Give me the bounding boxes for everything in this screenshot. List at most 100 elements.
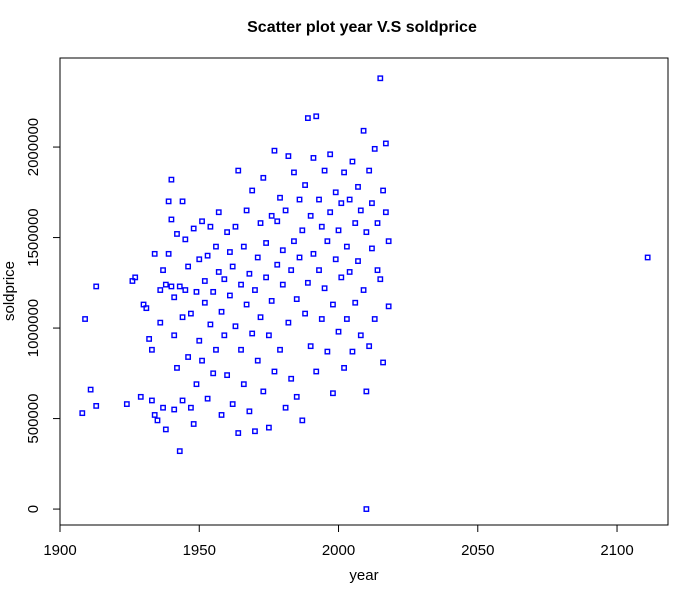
point [374, 267, 381, 274]
point [176, 283, 183, 290]
point [221, 332, 228, 339]
point [263, 240, 270, 246]
point [168, 176, 175, 183]
point [307, 343, 314, 350]
point [341, 169, 347, 176]
point [87, 386, 94, 393]
point [307, 212, 314, 219]
x-tick-label: 2100 [600, 542, 633, 559]
point [201, 299, 208, 306]
point [330, 301, 336, 308]
point [252, 287, 258, 293]
point [271, 147, 278, 154]
point [380, 187, 386, 194]
point [146, 336, 153, 342]
point [355, 258, 361, 264]
point [157, 287, 164, 293]
point [366, 167, 373, 174]
point [382, 140, 389, 147]
point [349, 348, 356, 355]
point [374, 220, 381, 226]
point [324, 348, 331, 355]
x-axis-label: year [349, 567, 378, 584]
point [210, 370, 217, 377]
point [174, 364, 180, 371]
point [207, 223, 214, 230]
point [188, 310, 194, 317]
point [313, 368, 320, 375]
point [193, 288, 200, 295]
x-tick-label: 2000 [322, 542, 355, 559]
point [246, 270, 253, 277]
point [257, 314, 264, 321]
point [304, 279, 311, 286]
point [332, 189, 339, 196]
point [296, 254, 303, 261]
point [204, 395, 211, 402]
point [382, 209, 389, 216]
point [185, 354, 192, 360]
point [369, 245, 375, 252]
point [224, 372, 231, 379]
point [327, 209, 334, 216]
point [221, 276, 228, 283]
point [268, 212, 275, 219]
point [343, 316, 350, 322]
point [179, 397, 186, 404]
point [143, 305, 150, 312]
point [385, 238, 392, 245]
point [369, 200, 375, 207]
point [168, 283, 175, 290]
point [190, 421, 197, 427]
point [179, 314, 186, 321]
point [360, 127, 367, 134]
point [82, 316, 88, 322]
point [232, 223, 239, 230]
point [240, 381, 247, 388]
point [171, 332, 178, 339]
point [182, 287, 189, 293]
point [360, 287, 367, 293]
point [316, 267, 322, 274]
point [279, 281, 286, 288]
y-tick-label: 500000 [25, 394, 42, 444]
point [218, 308, 225, 315]
point [204, 252, 211, 259]
point [157, 319, 164, 326]
point [260, 388, 267, 395]
point [93, 402, 100, 409]
point [352, 299, 359, 306]
point [324, 238, 331, 245]
point [380, 359, 386, 366]
point [207, 321, 214, 328]
point [165, 198, 172, 205]
point [93, 283, 100, 290]
point [285, 319, 292, 326]
point [179, 198, 186, 205]
point [229, 263, 236, 270]
point [288, 267, 295, 274]
x-tick-label: 1900 [43, 542, 76, 559]
point [243, 301, 250, 308]
point [644, 254, 651, 261]
point [291, 169, 297, 176]
point [252, 428, 258, 435]
point [254, 357, 261, 364]
point [215, 269, 222, 275]
point [299, 417, 306, 424]
point [271, 368, 278, 375]
point [363, 506, 370, 512]
point [302, 310, 308, 317]
point [123, 401, 130, 407]
point [327, 151, 334, 158]
point [385, 303, 392, 310]
point [160, 267, 166, 274]
point [246, 408, 253, 415]
point [265, 332, 272, 339]
point [377, 276, 384, 283]
point [282, 207, 289, 214]
point [171, 406, 178, 413]
point [296, 196, 303, 203]
point [160, 404, 166, 411]
